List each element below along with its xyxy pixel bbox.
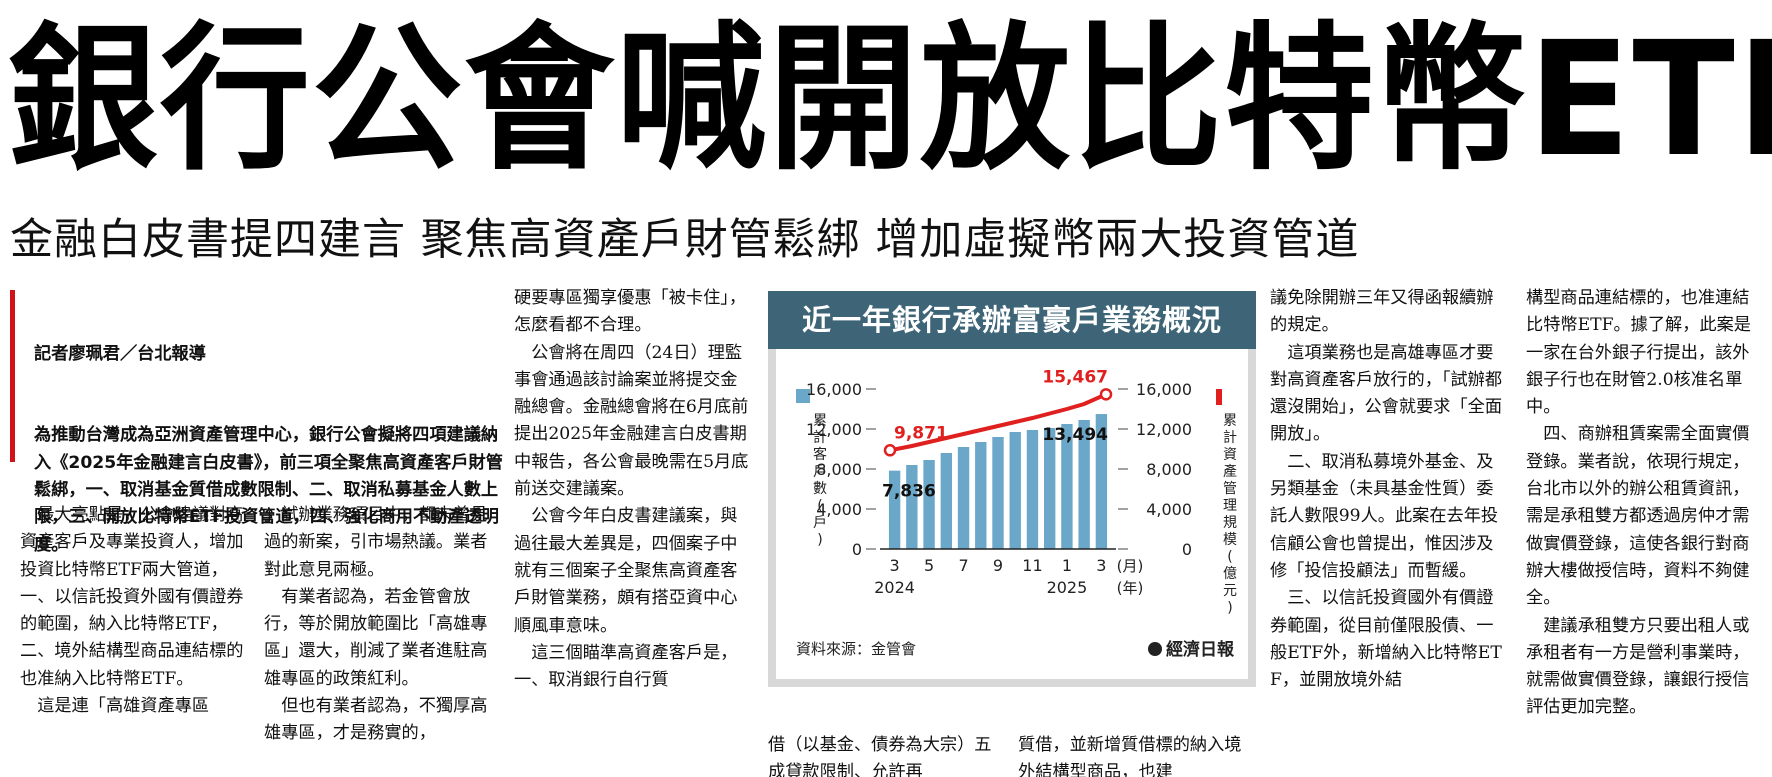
line-start-label: 9,871 [894, 423, 948, 443]
bar [957, 447, 970, 549]
chart-title: 近一年銀行承辦富豪戶業務概況 [801, 303, 1222, 337]
right-tick-label: 0 [1182, 540, 1192, 559]
line-series [889, 392, 1107, 453]
bar [923, 460, 935, 549]
x-tick-label: 9 [993, 556, 1003, 575]
left-tick-label: 0 [852, 540, 862, 559]
x-tick-label: 7 [958, 556, 968, 575]
x-unit-year: (年) [1117, 579, 1144, 597]
bar-end-label: 13,494 [1042, 425, 1108, 445]
right-axis-title-char: 資 [1223, 447, 1237, 463]
chart-footer: 資料來源：金管會 經濟日報 [768, 627, 1256, 687]
lead-text: 為推動台灣成為亞洲資產管理中心，銀行公會擬將四項建議納入《2025年金融建言白皮… [34, 425, 503, 555]
bar [975, 442, 987, 549]
left-axis-title-char: ( [817, 498, 822, 514]
left-axis-title-char: 客 [813, 446, 827, 463]
right-axis-title-char: 理 [1223, 498, 1237, 514]
article-column-2: 」試辦業務項目中，都未曾見過的新案，引市場熱議。業者對此意見兩極。 有業者認為，… [264, 505, 488, 744]
right-legend-swatch [1216, 389, 1222, 405]
line-start-marker [883, 444, 897, 457]
x-tick-label: 11 [1022, 556, 1042, 575]
bar [888, 470, 901, 549]
logo-icon [1148, 642, 1162, 656]
x-tick-label: 1 [1062, 556, 1072, 575]
right-tick-label: 8,000 [1146, 460, 1192, 479]
right-axis-title-char: 模 [1223, 532, 1237, 548]
right-axis-title-char: 億 [1223, 566, 1237, 582]
left-tick-label: 12,000 [806, 420, 862, 439]
left-tick-label: 4,000 [816, 500, 862, 519]
article-column-3: 硬要專區獨享優惠「被卡住」，怎麼看都不合理。 公會將在周四（24日）理監事會通過… [514, 288, 749, 691]
bar [1009, 432, 1021, 549]
right-axis-title-char: 計 [1223, 430, 1237, 446]
article-column-5: 質借，並新增質借標的納入境外結構型商品，也建 [1018, 735, 1242, 777]
left-axis-title-char: 數 [813, 481, 827, 497]
combo-chart: 16,000 12,000 8,000 4,000 0 16,000 12,000 8,000… [796, 367, 1237, 616]
subheadline: 金融白皮書提四建言 聚焦高資產戶財管鬆綁 增加虛擬幣兩大投資管道 [10, 215, 1360, 265]
lead-accent-bar [10, 290, 15, 462]
article-column-6: 議免除開辦三年又得函報續辦的規定。 這項業務也是高雄專區才要對高資產客戶放行的，… [1270, 288, 1503, 691]
line-end-marker [1099, 388, 1113, 401]
x-unit-month: (月) [1117, 557, 1144, 575]
year-label: 2024 [874, 578, 915, 597]
article-column-7: 構型商品連結標的，也准連結比特幣ETF。據了解，此案是一家在台外銀子行提出，該外… [1526, 288, 1751, 718]
bar [1026, 430, 1039, 549]
logo-text: 經濟日報 [1166, 640, 1234, 660]
left-legend-swatch [796, 389, 810, 403]
right-tick-label: 12,000 [1136, 420, 1192, 439]
article-column-4: 借（以基金、債券為大宗）五成貸款限制、允許再 [768, 735, 992, 777]
right-axis-title-char: 累 [1223, 413, 1237, 429]
year-label: 2025 [1047, 578, 1088, 597]
x-tick-label: 3 [890, 556, 900, 575]
publisher-logo: 經濟日報 [1148, 635, 1234, 660]
right-axis-title-char: ( [1227, 549, 1232, 565]
right-axis-title-char: 元 [1223, 583, 1237, 599]
right-tick-label: 16,000 [1136, 380, 1192, 399]
right-tick-label: 4,000 [1146, 500, 1192, 519]
left-tick-label: 8,000 [816, 460, 862, 479]
bar [1078, 420, 1090, 549]
left-axis-title-char: 計 [813, 430, 827, 446]
bar [940, 453, 952, 549]
lead-paragraph: 記者廖珮君／台北報導 為推動台灣成為亞洲資產管理中心，銀行公會擬將四項建議納入《… [34, 286, 514, 586]
right-axis-title-char: ) [1227, 600, 1232, 616]
article-column-1: 最大亮點是，公會建議對高資產客戶及專業投資人，增加投資比特幣ETF兩大管道，一、… [20, 505, 244, 717]
left-tick-label: 16,000 [806, 380, 862, 399]
headline: 銀行公會喊開放比特幣ETF [8, 8, 1772, 192]
line-end-label: 15,467 [1042, 367, 1108, 387]
x-tick-label: 3 [1096, 556, 1106, 575]
right-axis-title-char: 管 [1223, 481, 1237, 497]
chart-source: 資料來源：金管會 [796, 640, 917, 658]
bar [1095, 414, 1108, 549]
byline: 記者廖珮君／台北報導 [34, 343, 206, 364]
chart-title-bar [768, 291, 1256, 349]
bar [906, 465, 918, 549]
left-axis-title-char: 戶 [813, 515, 827, 531]
right-axis-title-char: 規 [1223, 515, 1237, 531]
x-tick-label: 5 [924, 556, 934, 575]
bar [1044, 428, 1056, 549]
left-axis-title-char: ) [817, 532, 822, 548]
left-axis-title-char: 累 [813, 413, 827, 429]
right-axis-title-char: 產 [1223, 463, 1237, 480]
bar [992, 437, 1004, 549]
chart-panel: 近一年銀行承辦富豪戶業務概況 16,000 12,000 8,000 4,000 0 16… [768, 291, 1256, 687]
bar [1061, 424, 1073, 549]
chart-plot-area: 16,000 12,000 8,000 4,000 0 16,000 12,000 8,000… [776, 349, 1248, 679]
left-axis-title-char: 戶 [813, 464, 827, 480]
bar-start-label: 7,836 [882, 482, 936, 502]
